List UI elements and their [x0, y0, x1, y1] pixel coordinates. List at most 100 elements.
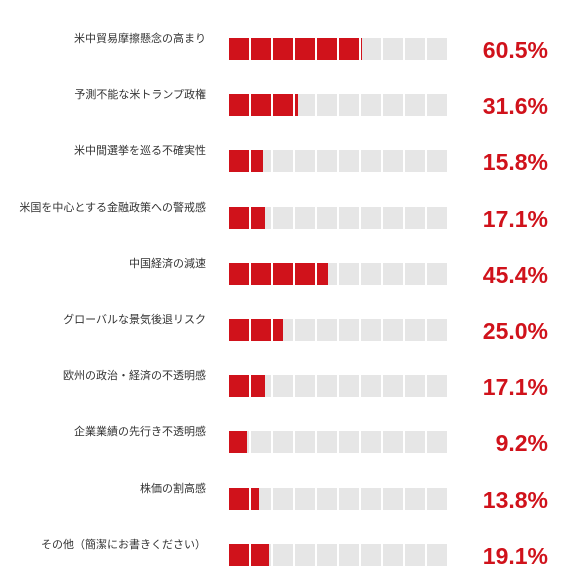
bar-segment: [405, 262, 425, 285]
bar: [229, 150, 447, 173]
bar-fill: [339, 38, 359, 60]
bar-fill: [273, 262, 293, 285]
bar-segment: [273, 94, 293, 117]
bar: [229, 94, 447, 117]
bar-segment: [383, 38, 403, 60]
bar-segment: [383, 319, 403, 341]
bar: [229, 431, 447, 454]
bar-segment: [383, 543, 403, 566]
bar-segment: [273, 262, 293, 285]
bar-segment: [361, 487, 381, 510]
bar-fill: [229, 375, 249, 398]
bar-segment: [361, 431, 381, 454]
bar-segment: [383, 262, 403, 285]
bar-segment: [273, 487, 293, 510]
bar-segment: [295, 431, 315, 454]
bar-fill: [229, 487, 249, 510]
value-label: 45.4%: [482, 261, 548, 288]
bar-segment: [317, 150, 337, 173]
chart-row: 株価の割高感 13.8%: [0, 456, 567, 513]
bar-segment: [427, 375, 447, 398]
bar-segment: [295, 94, 315, 117]
bar-fill: [229, 38, 249, 60]
bar-segment: [295, 543, 315, 566]
bar-fill: [229, 150, 249, 173]
bar-segment: [427, 38, 447, 60]
bar-fill: [251, 150, 263, 173]
bar-segment: [339, 319, 359, 341]
bar: [229, 262, 447, 285]
bar-segment: [251, 543, 271, 566]
bar-segment: [251, 431, 271, 454]
bar-segment: [251, 150, 271, 173]
bar-segment: [383, 375, 403, 398]
bar-segment: [317, 543, 337, 566]
bar-segment: [317, 319, 337, 341]
chart-row: 米中貿易摩擦懸念の高まり 60.5%: [0, 6, 567, 63]
bar-segment: [251, 487, 271, 510]
bar-segment: [295, 206, 315, 229]
bar-segment: [405, 150, 425, 173]
bar-segment: [405, 375, 425, 398]
bar-segment: [339, 262, 359, 285]
bar-segment: [405, 38, 425, 60]
bar-fill: [251, 375, 266, 398]
value-label: 17.1%: [482, 374, 548, 401]
chart-row: 予測不能な米トランプ政権 31.6%: [0, 62, 567, 120]
chart-row: 欧州の政治・経済の不透明感 17.1%: [0, 343, 567, 401]
bar: [229, 487, 447, 510]
bar-segment: [273, 543, 293, 566]
bar-segment: [427, 543, 447, 566]
bar-segment: [339, 206, 359, 229]
bar-fill: [317, 38, 337, 60]
bar-segment: [361, 262, 381, 285]
bar-segment: [339, 487, 359, 510]
chart-row: その他（簡潔にお書きください） 19.1%: [0, 512, 567, 569]
bar-segment: [339, 150, 359, 173]
value-label: 19.1%: [482, 542, 548, 569]
category-label: 米中貿易摩擦懸念の高まり: [74, 32, 206, 45]
bar-segment: [427, 206, 447, 229]
bar-segment: [405, 94, 425, 117]
value-label: 31.6%: [482, 93, 548, 120]
category-label: 予測不能な米トランプ政権: [74, 88, 206, 102]
bar-fill: [251, 319, 271, 341]
bar-fill: [295, 262, 315, 285]
bar-segment: [229, 206, 249, 229]
bar-segment: [405, 431, 425, 454]
bar-segment: [295, 375, 315, 398]
category-label: 欧州の政治・経済の不透明感: [63, 369, 206, 383]
bar-segment: [383, 206, 403, 229]
value-label: 9.2%: [495, 430, 548, 457]
bar-segment: [317, 487, 337, 510]
bar-segment: [295, 150, 315, 173]
bar-fill: [361, 38, 362, 60]
bar-segment: [405, 319, 425, 341]
category-label: 中国経済の減速: [129, 256, 206, 270]
bar-segment: [361, 94, 381, 117]
chart-row: 米中間選挙を巡る不確実性 15.8%: [0, 118, 567, 176]
bar-segment: [273, 431, 293, 454]
chart-row: 企業業績の先行き不透明感 9.2%: [0, 399, 567, 457]
bar-segment: [273, 206, 293, 229]
bar-segment: [251, 262, 271, 285]
category-label: 米国を中心とする金融政策への警戒感: [19, 200, 206, 214]
value-label: 15.8%: [482, 149, 548, 176]
bar-segment: [273, 319, 293, 341]
bar-segment: [251, 38, 271, 60]
bar-segment: [229, 94, 249, 117]
bar-segment: [273, 375, 293, 398]
bar-segment: [295, 319, 315, 341]
bar-fill: [251, 94, 271, 117]
value-label: 13.8%: [482, 486, 548, 513]
bar-fill: [251, 38, 271, 60]
bar-segment: [295, 262, 315, 285]
bar-segment: [229, 487, 249, 510]
bar: [229, 38, 447, 60]
bar-fill: [251, 543, 270, 566]
chart-row: グローバルな景気後退リスク 25.0%: [0, 287, 567, 344]
bar-segment: [317, 94, 337, 117]
bar-segment: [273, 38, 293, 60]
bar-segment: [229, 375, 249, 398]
